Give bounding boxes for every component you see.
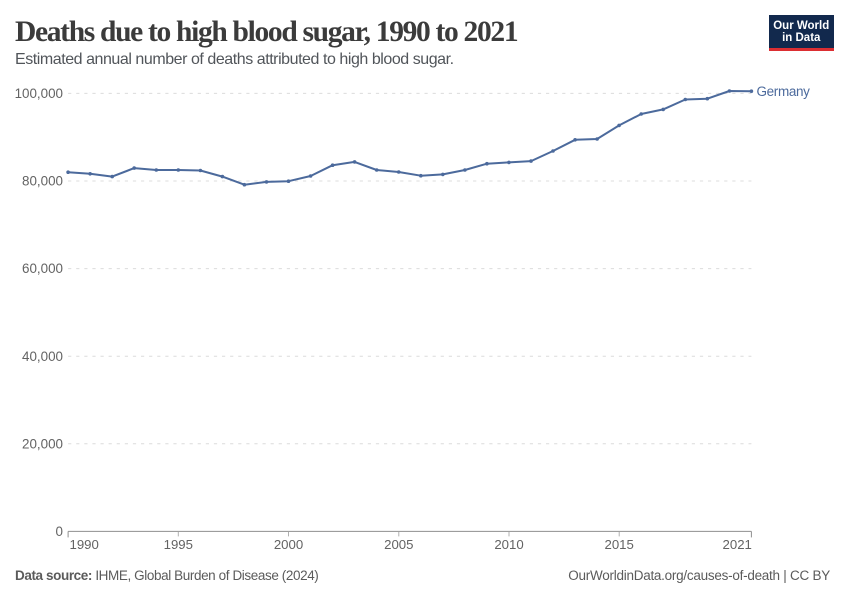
svg-text:Germany: Germany (757, 84, 811, 99)
svg-text:2021: 2021 (723, 537, 752, 552)
svg-text:1990: 1990 (70, 537, 99, 552)
svg-text:20,000: 20,000 (22, 436, 63, 451)
svg-text:2015: 2015 (605, 537, 634, 552)
svg-text:2005: 2005 (384, 537, 413, 552)
svg-text:40,000: 40,000 (22, 349, 63, 364)
svg-text:2010: 2010 (494, 537, 523, 552)
svg-text:80,000: 80,000 (22, 174, 63, 189)
svg-text:2000: 2000 (274, 537, 303, 552)
svg-text:0: 0 (56, 524, 63, 539)
svg-text:100,000: 100,000 (15, 86, 63, 101)
svg-text:1995: 1995 (164, 537, 193, 552)
svg-text:60,000: 60,000 (22, 261, 63, 276)
